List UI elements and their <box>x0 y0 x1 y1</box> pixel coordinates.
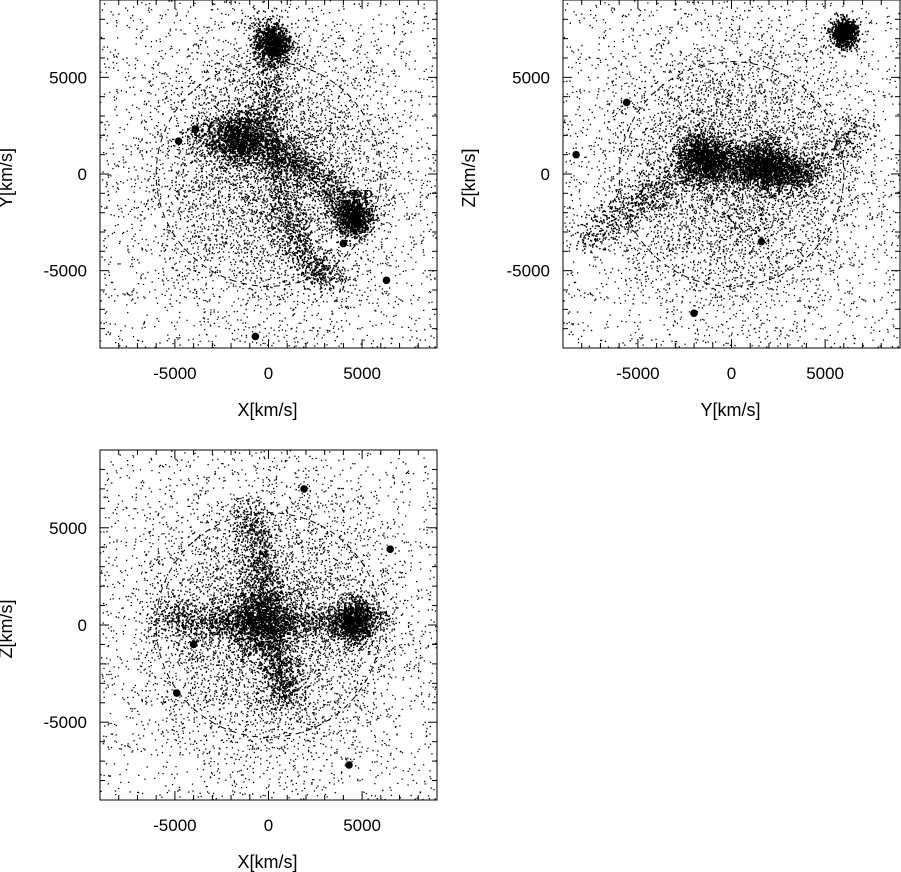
y-tick-label: 5000 <box>512 68 550 87</box>
panel-bottom-left: GA PP -5000 0 5000 -5000 0 5000 X[km/s] Z[km/s] <box>0 449 438 872</box>
y-tick-label: -5000 <box>507 262 550 281</box>
y-tick-label: 0 <box>78 616 87 635</box>
y-axis-label: Z[km/s] <box>0 600 16 659</box>
point-cloud <box>563 0 900 348</box>
cluster-point <box>174 137 183 145</box>
x-axis-label: Y[km/s] <box>700 400 760 420</box>
cluster-point <box>843 25 852 33</box>
point-cloud <box>100 0 437 348</box>
x-tick-label: 5000 <box>343 364 381 383</box>
cluster-point <box>339 239 348 248</box>
annotation-label: GA <box>226 608 255 630</box>
x-tick-label: 0 <box>264 816 273 835</box>
reference-circle <box>155 512 382 738</box>
y-tick-label: 0 <box>541 165 550 184</box>
y-axis-label: Y[km/s] <box>0 148 16 208</box>
x-tick-label: 0 <box>727 364 736 383</box>
cluster-point <box>690 309 698 318</box>
annotation-label: PP <box>351 186 373 208</box>
y-tick-label: -5000 <box>44 262 87 281</box>
cluster-point <box>757 237 766 246</box>
x-tick-label: -5000 <box>616 364 659 383</box>
y-tick-label: 5000 <box>49 519 87 538</box>
cluster-point <box>382 276 391 285</box>
galaxy-points <box>100 0 437 348</box>
cluster-point <box>300 485 308 493</box>
cluster-point <box>191 125 200 134</box>
x-tick-label: 5000 <box>343 816 381 835</box>
x-axis-label: X[km/s] <box>237 400 297 420</box>
y-axis-label: Z[km/s] <box>459 149 479 208</box>
y-tick-label: 5000 <box>49 68 87 87</box>
cluster-point <box>172 689 181 697</box>
y-tick-label: 0 <box>78 165 87 184</box>
x-tick-label: -5000 <box>153 364 196 383</box>
reference-circle <box>618 61 845 287</box>
y-tick-label: -5000 <box>44 713 87 732</box>
annotation-label: GA <box>207 118 236 140</box>
galaxy-points <box>563 0 900 348</box>
point-cloud <box>100 450 437 800</box>
x-tick-label: -5000 <box>153 816 196 835</box>
cluster-point <box>251 332 260 341</box>
panel-top-left: GA PP -5000 0 5000 -5000 0 5000 X[km/s] Y[km/s] <box>0 0 438 420</box>
annotation-label: PP <box>342 598 364 620</box>
x-tick-label: 0 <box>264 364 273 383</box>
galaxy-points <box>100 450 437 800</box>
panel-top-right: -5000 0 5000 -5000 0 5000 Y[km/s] Z[km/s] <box>459 0 901 420</box>
x-tick-label: 5000 <box>806 364 844 383</box>
cluster-point <box>345 761 353 769</box>
cluster-point <box>189 640 198 649</box>
reference-circle <box>155 61 382 287</box>
cluster-point <box>572 150 580 159</box>
x-axis-label: X[km/s] <box>237 852 297 872</box>
cluster-point <box>386 545 394 553</box>
cluster-point <box>622 98 631 107</box>
